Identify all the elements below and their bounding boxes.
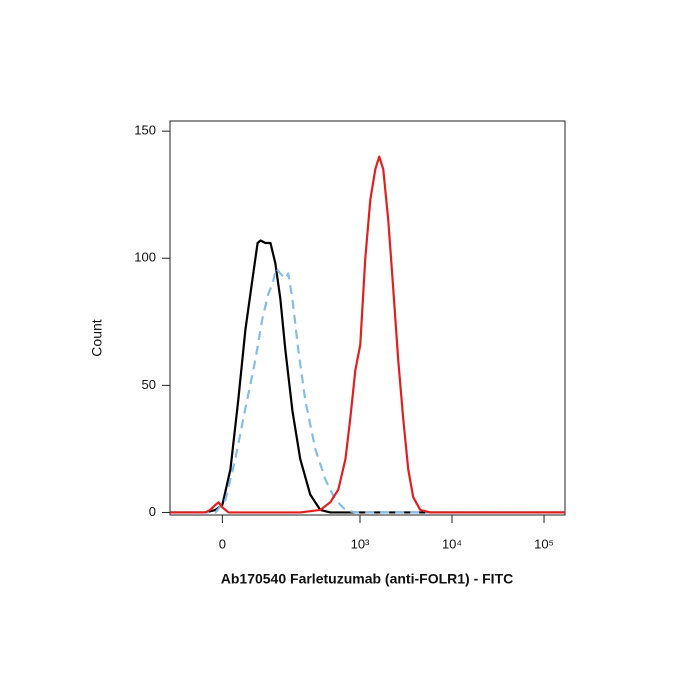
y-tick-label: 100 bbox=[134, 250, 156, 265]
histogram-line bbox=[170, 239, 565, 514]
x-axis-label: Ab170540 Farletuzumab (anti-FOLR1) - FIT… bbox=[221, 571, 513, 587]
histogram-line bbox=[170, 155, 565, 514]
x-tick-label: 10³ bbox=[351, 536, 370, 551]
y-tick-label: 0 bbox=[149, 504, 156, 519]
histogram-line bbox=[170, 267, 565, 514]
y-tick-label: 50 bbox=[142, 377, 156, 392]
x-tick-label: 0 bbox=[219, 536, 226, 551]
plot-frame bbox=[169, 120, 566, 516]
x-tick-label: 10⁴ bbox=[442, 536, 462, 551]
y-tick-label: 150 bbox=[134, 123, 156, 138]
y-axis-label: Count bbox=[89, 319, 105, 356]
x-tick-label: 10⁵ bbox=[534, 536, 554, 551]
